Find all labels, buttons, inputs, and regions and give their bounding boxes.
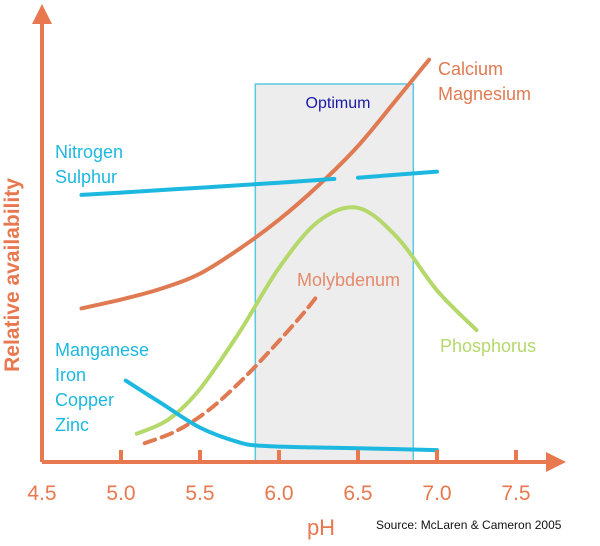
- x-axis-title: pH: [307, 515, 335, 540]
- series-label-nitrogen: Nitrogen: [55, 142, 123, 162]
- x-tick-label: 7.0: [422, 482, 451, 505]
- y-axis-title: Relative availability: [1, 178, 24, 372]
- optimum-label: Optimum: [306, 95, 371, 112]
- series-label-copper: Copper: [55, 390, 114, 410]
- x-tick-label: 5.5: [185, 482, 214, 505]
- x-tick-label: 5.0: [106, 482, 135, 505]
- series-label-manganese: Manganese: [55, 340, 149, 360]
- calcium-line: [79, 57, 432, 311]
- series-label-calcium: Calcium: [438, 59, 503, 79]
- y-axis-arrowhead: [32, 4, 52, 24]
- source-note: Source: McLaren & Cameron 2005: [376, 518, 562, 532]
- series-lines: [79, 57, 479, 453]
- manganese-line: [123, 378, 439, 453]
- series-label-phosphorus: Phosphorus: [440, 336, 536, 356]
- x-tick-label: 4.5: [27, 482, 56, 505]
- series-label-zinc: Zinc: [55, 415, 89, 435]
- series-label-magnesium: Magnesium: [438, 84, 531, 104]
- nitrogen-line-segment-2: [356, 169, 439, 180]
- series-label-sulphur: Sulphur: [55, 167, 117, 187]
- series-labels: Calcium Magnesium Nitrogen Sulphur Phosphoru…: [55, 59, 536, 435]
- series-label-molybdenum: Molybdenum: [297, 270, 400, 290]
- x-axis-arrowhead: [546, 452, 566, 472]
- x-tick-label: 7.5: [501, 482, 530, 505]
- x-tick-label: 6.5: [343, 482, 372, 505]
- axes: [32, 4, 566, 472]
- phosphorus-line: [134, 205, 479, 436]
- x-ticks: 4.5 5.0 5.5 6.0 6.5 7.0 7.5: [27, 450, 531, 505]
- x-tick-label: 6.0: [264, 482, 293, 505]
- molybdenum-line: [142, 292, 321, 446]
- nitrogen-line-segment-1: [79, 176, 337, 197]
- optimum-zone: [254, 83, 415, 464]
- series-label-iron: Iron: [55, 365, 86, 385]
